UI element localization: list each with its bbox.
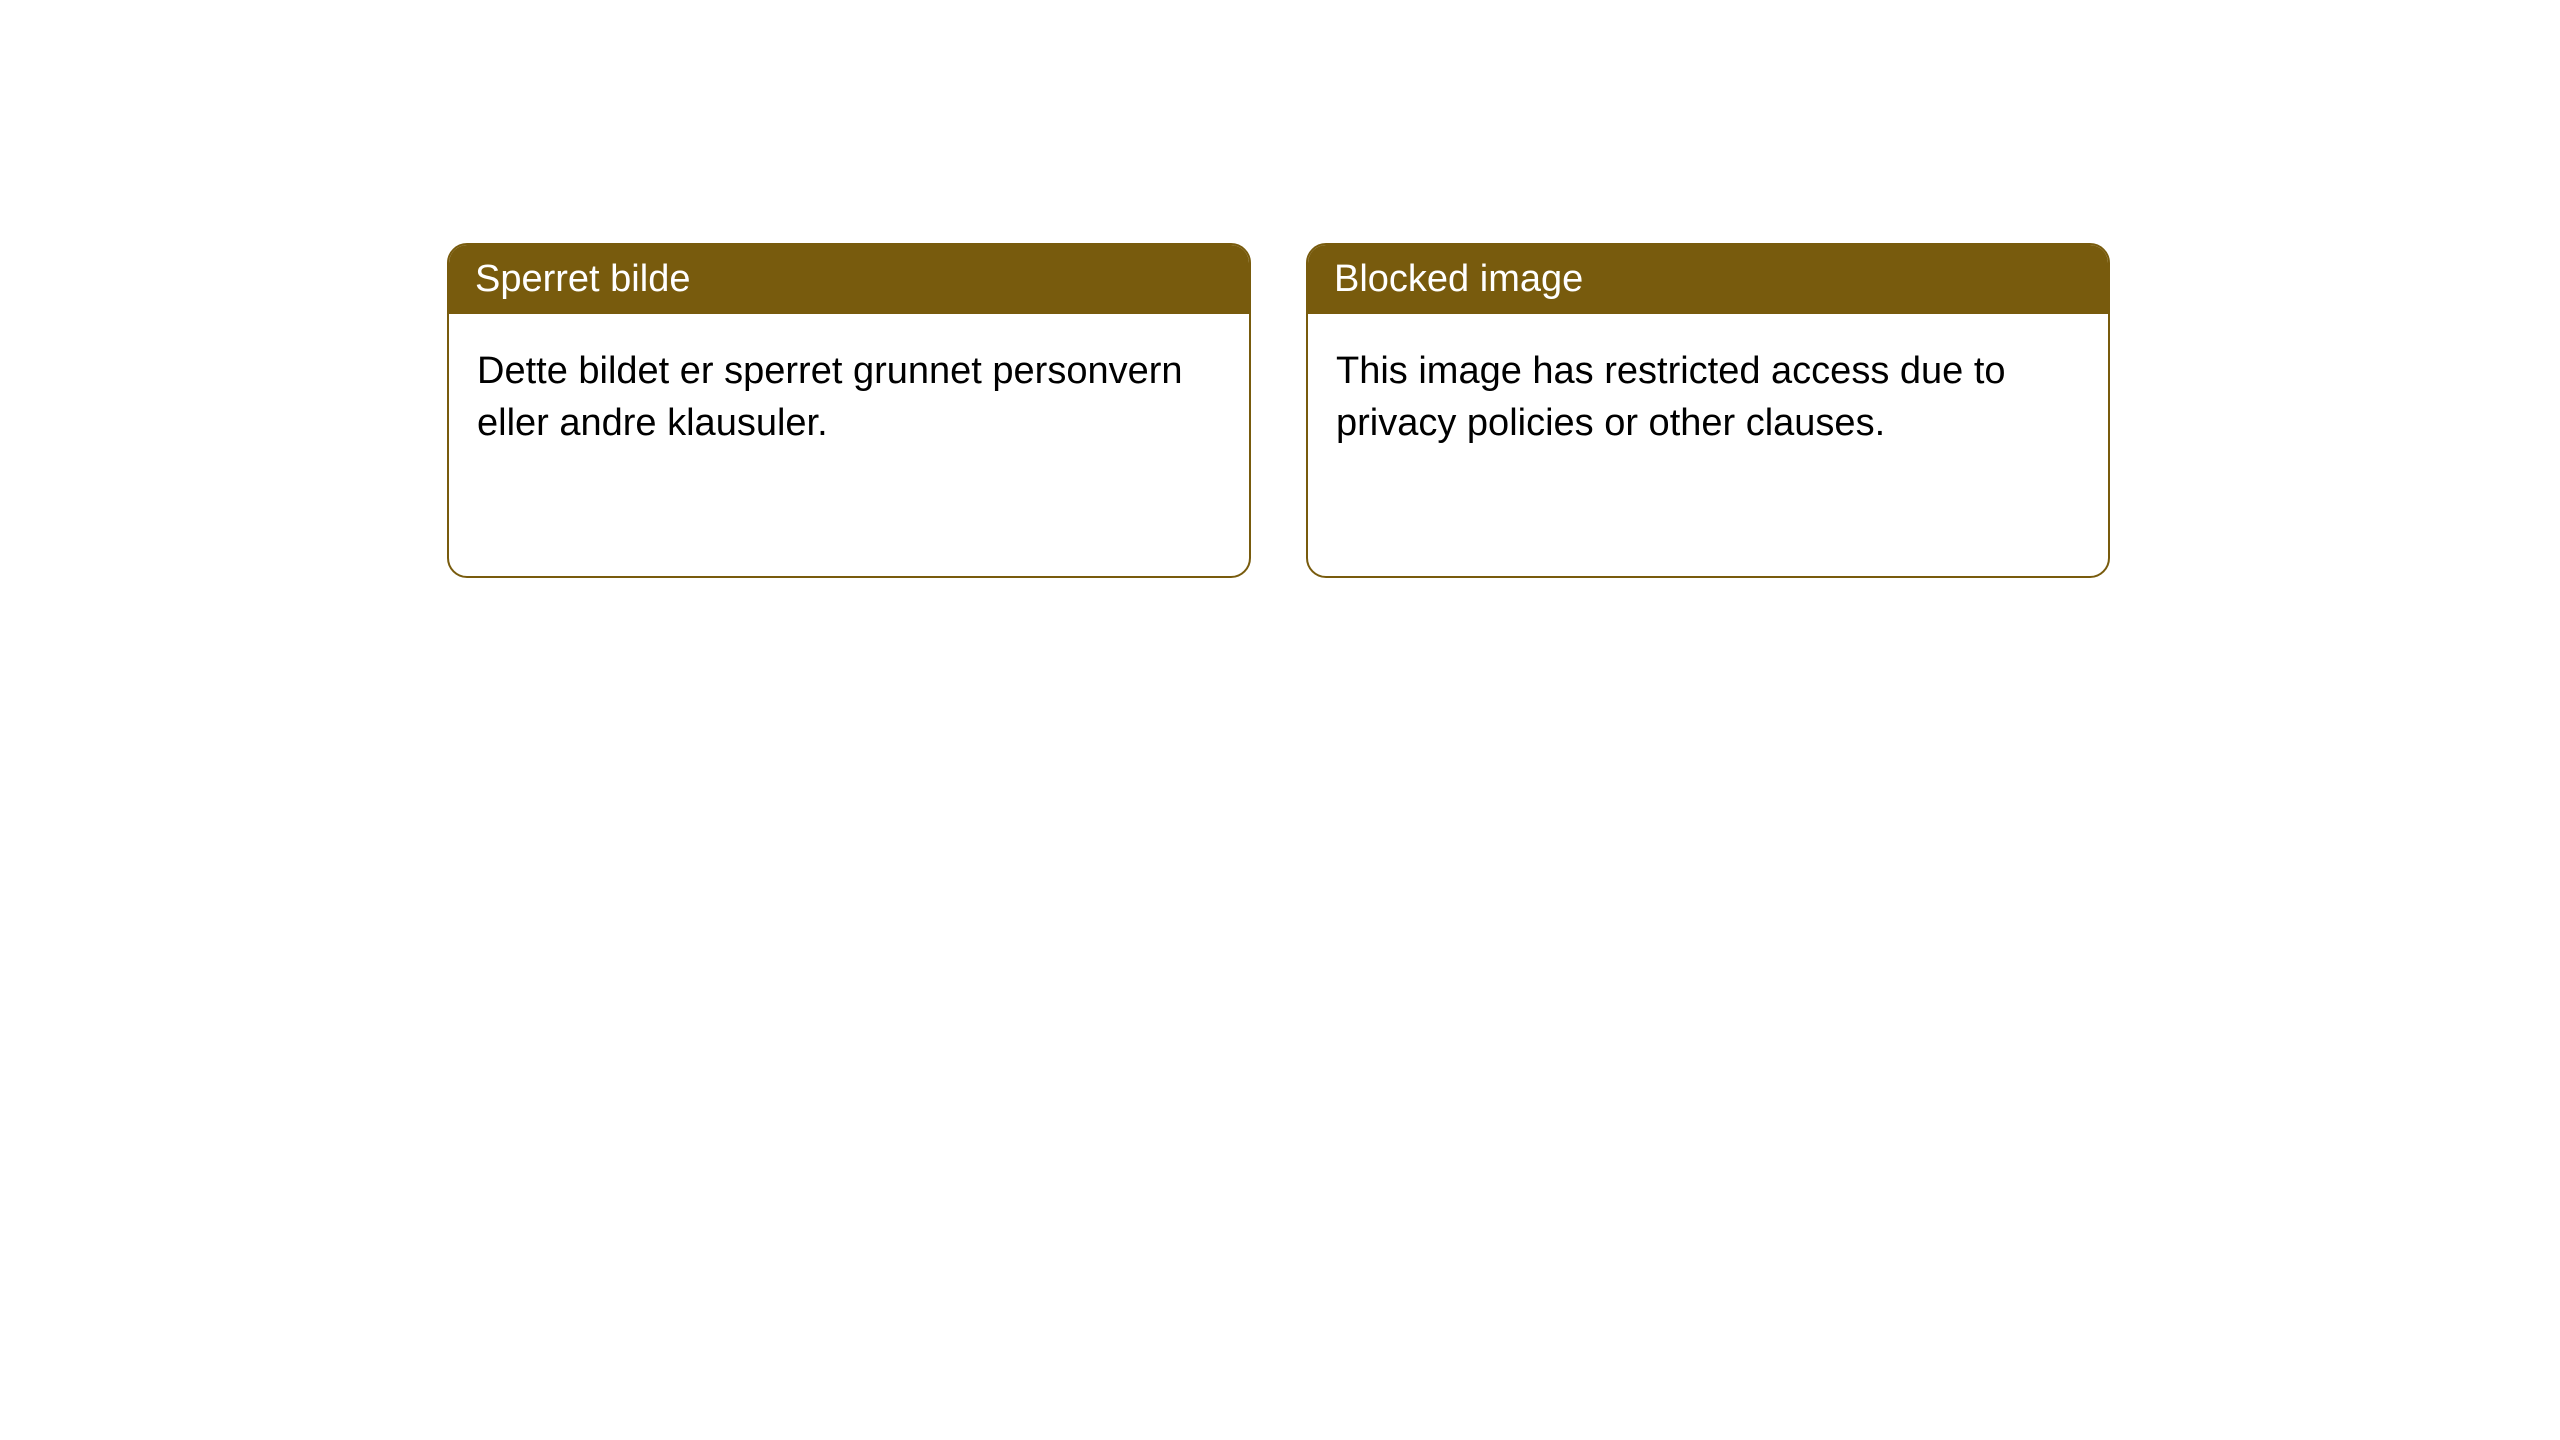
notice-header: Sperret bilde bbox=[449, 245, 1249, 314]
notice-header: Blocked image bbox=[1308, 245, 2108, 314]
notice-body: Dette bildet er sperret grunnet personve… bbox=[449, 314, 1249, 481]
notice-card-norwegian: Sperret bilde Dette bildet er sperret gr… bbox=[447, 243, 1251, 578]
notice-card-english: Blocked image This image has restricted … bbox=[1306, 243, 2110, 578]
notice-container: Sperret bilde Dette bildet er sperret gr… bbox=[0, 0, 2560, 578]
notice-body: This image has restricted access due to … bbox=[1308, 314, 2108, 481]
